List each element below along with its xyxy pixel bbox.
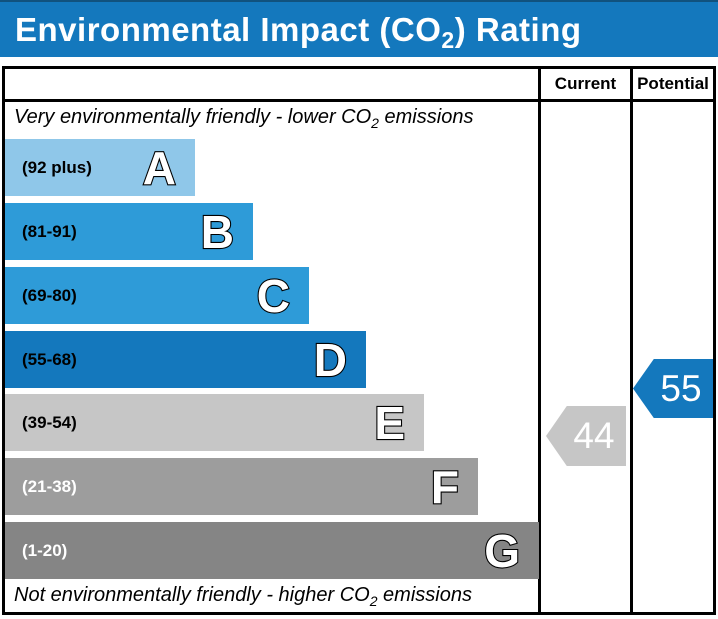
band-letter: C	[256, 269, 291, 322]
current-column-divider	[538, 69, 541, 612]
current-rating-arrow: 44	[546, 406, 626, 466]
band-range-label: (21-38)	[22, 476, 77, 496]
band-letter: F	[430, 460, 460, 513]
band-b: (81-91) B	[5, 203, 253, 260]
top-note: Very environmentally friendly - lower CO…	[14, 106, 474, 131]
column-header-current: Current	[554, 74, 617, 93]
title-bar: Environmental Impact (CO2) Rating	[0, 0, 718, 57]
band-g: (1-20) G	[5, 522, 539, 579]
co2-subscript: 2	[369, 593, 378, 609]
band-e: (39-54) E	[5, 394, 424, 451]
band-range-label: (81-91)	[22, 221, 77, 241]
co2-subscript: 2	[371, 115, 379, 131]
band-letter: B	[200, 205, 235, 258]
current-rating-value: 44	[573, 415, 615, 456]
column-header-potential: Potential	[637, 74, 709, 93]
band-a: (92 plus) A	[5, 139, 195, 196]
band-range-label: (1-20)	[22, 540, 68, 560]
bottom-note: Not environmentally friendly - higher CO…	[14, 584, 472, 609]
band-letter: A	[142, 141, 177, 194]
band-c: (69-80) C	[5, 267, 309, 324]
band-range-label: (92 plus)	[22, 157, 92, 177]
title-subscript: 2	[441, 26, 455, 53]
band-letter: D	[313, 333, 348, 386]
potential-column-divider	[630, 69, 633, 612]
band-range-label: (39-54)	[22, 412, 77, 432]
band-letter: G	[483, 524, 521, 577]
band-d: (55-68) D	[5, 331, 366, 388]
potential-rating-arrow: 55	[633, 359, 713, 418]
band-f: (21-38) F	[5, 458, 478, 515]
header-divider	[5, 99, 713, 102]
band-range-label: (55-68)	[22, 349, 77, 369]
potential-rating-value: 55	[660, 367, 702, 409]
band-range-label: (69-80)	[22, 285, 77, 305]
page-title: Environmental Impact (CO2) Rating	[15, 10, 582, 53]
rating-chart: Current Potential Very environmentally f…	[2, 66, 716, 615]
band-letter: E	[373, 396, 406, 449]
